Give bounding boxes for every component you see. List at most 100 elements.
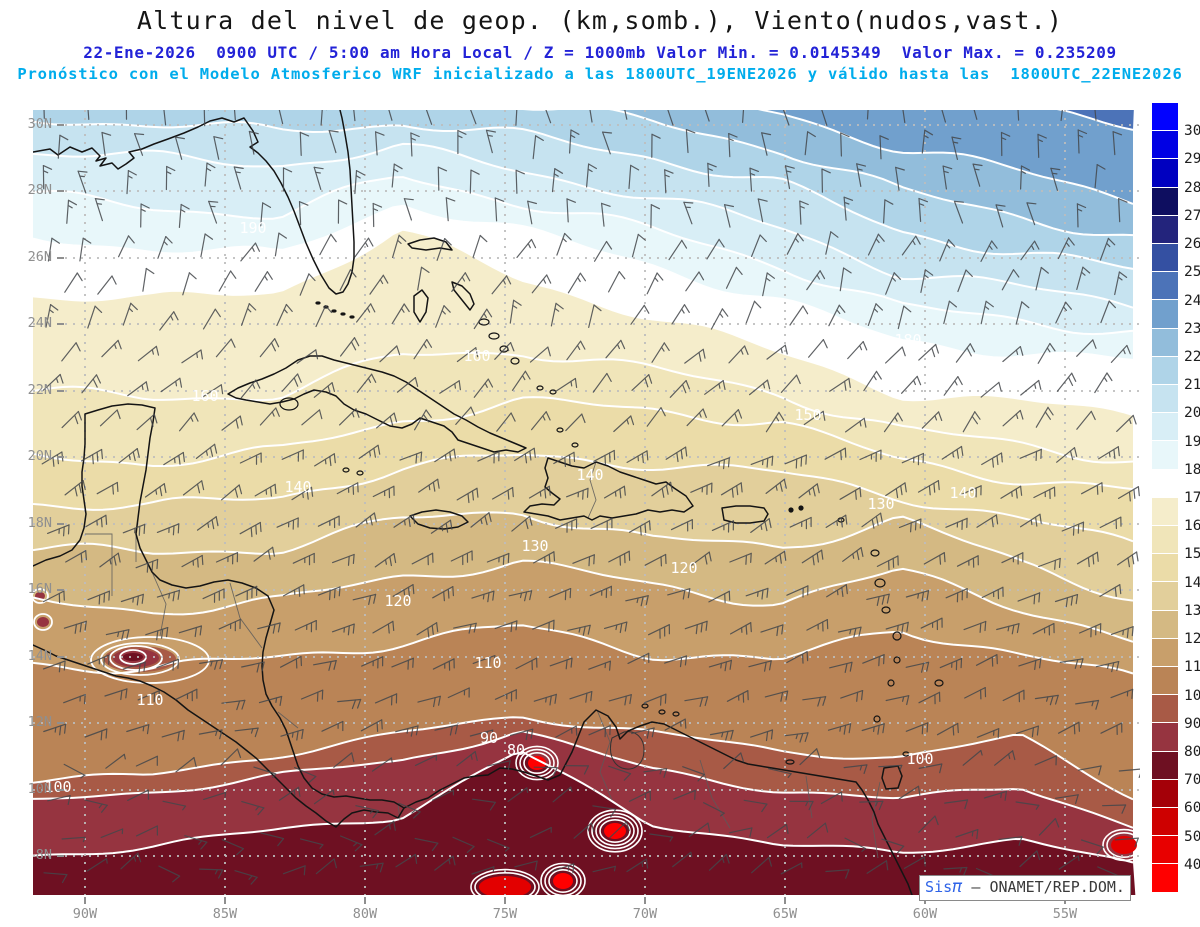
colorbar-tick-label: 210 [1184,377,1200,394]
colorbar-cell [1152,244,1178,273]
lat-tick-label: 30N [27,116,52,132]
colorbar-tick-label: 180 [1184,461,1200,478]
colorbar-tick-label: 80 [1184,743,1200,760]
contour-label: 110 [136,691,163,709]
colorbar-cell [1152,667,1178,696]
lon-tick-label: 65W [772,906,798,922]
colorbar-tick-label: 300 [1184,123,1200,140]
contour-label: 140 [949,484,976,502]
colorbar-tick-label: 190 [1184,433,1200,450]
colorbar-tick-label: 170 [1184,490,1200,506]
colorbar-tick-label: 250 [1184,264,1200,281]
axis-ticks [57,124,1066,904]
org-label: – ONAMET/REP.DOM. [962,878,1125,896]
colorbar-tick-label: 70 [1184,772,1200,789]
contour-label: 160 [463,347,490,365]
contour-label: 120 [670,559,697,577]
colorbar-tick-label: 230 [1184,320,1200,337]
colorbar-tick-label: 40 [1184,856,1200,873]
colorbar-cell [1152,441,1178,470]
colorbar-tick-label: 240 [1184,292,1200,309]
colorbar-cell [1152,779,1178,809]
lon-tick-label: 55W [1052,906,1078,922]
colorbar-cell [1152,751,1178,780]
colorbar-tick-label: 200 [1184,405,1200,422]
colorbar-tick-label: 130 [1184,602,1200,619]
colorbar-tick-label: 50 [1184,828,1200,845]
colorbar-cell [1152,385,1178,414]
contour-label: 180 [894,331,921,349]
lon-tick-label: 80W [352,906,378,922]
colorbar-cell [1152,328,1178,357]
colorbar-cell [1152,413,1178,442]
colorbar-tick-label: 260 [1184,236,1200,253]
contour-label: 160 [191,387,218,405]
chart-title: Altura del nivel de geop. (km,somb.), Vi… [136,6,1064,35]
colorbar-tick-label: 280 [1184,179,1200,196]
contour-label: 140 [284,478,311,496]
colorbar-cell [1152,131,1178,160]
contour-label: 90 [480,729,498,747]
sispi-branding: Sisπ – ONAMET/REP.DOM. [919,875,1131,901]
colorbar-cell [1152,638,1178,668]
contour-label: 140 [576,466,603,484]
colorbar-cell [1152,836,1178,865]
colorbar-tick-label: 110 [1184,659,1200,676]
sispi-logo: Sis [925,878,953,896]
colorbar-tick-label: 140 [1184,574,1200,591]
contour-label: 130 [521,537,548,555]
lat-tick-label: 12N [27,714,52,730]
colorbar-cell [1152,356,1178,386]
colorbar-cell [1152,808,1178,837]
chart-subtitle: 22-Ene-2026 0900 UTC / 5:00 am Hora Loca… [83,43,1117,62]
contour-label: 120 [384,592,411,610]
colorbar-cell [1152,582,1178,611]
lon-tick-label: 60W [912,906,938,922]
colorbar-tick-label: 160 [1184,518,1200,535]
colorbar-cell [1152,864,1178,893]
closed-low-features [33,588,210,684]
lat-tick-label: 24N [27,315,52,331]
contour-label: 150 [794,406,821,424]
coastlines [33,110,944,895]
contour-lines [33,110,1134,864]
colorbar-cell [1152,554,1178,583]
colorbar-cell [1152,469,1178,498]
contour-label: 100 [44,778,71,796]
lat-tick-label: 20N [27,448,52,464]
lat-tick-label: 28N [27,182,52,198]
colorbar-cell [1152,695,1178,724]
colorbar-cell [1152,159,1178,188]
colorbar-cell [1152,300,1178,329]
lat-tick-label: 14N [27,648,52,664]
map-layers: 190 170 180 160 160 150 140 140 140 130 130 120 120 1… [33,110,1140,895]
wind-barbs [41,110,1140,885]
contour-label: 100 [906,750,933,768]
colorbar-tick-label: 290 [1184,151,1200,168]
colorbar-cell [1152,723,1178,752]
colorbar-cell [1152,497,1178,527]
lat-tick-label: 16N [27,581,52,597]
colorbar [1152,103,1178,893]
colorbar-tick-label: 90 [1184,715,1200,732]
lon-tick-label: 90W [72,906,98,922]
colorbar-tick-label: 270 [1184,207,1200,224]
contour-label: 110 [474,654,501,672]
contour-fills [33,110,1136,895]
pi-symbol-icon: π [952,877,963,897]
lat-tick-label: 8N [35,847,52,863]
colorbar-tick-label: 150 [1184,546,1200,563]
lon-tick-label: 75W [492,906,518,922]
lon-tick-label: 85W [212,906,238,922]
forecast-validity-line: Pronóstico con el Modelo Atmosferico WRF… [17,65,1183,83]
colorbar-cell [1152,526,1178,555]
colorbar-cell [1152,103,1178,132]
contour-label: 80 [507,741,525,759]
lat-tick-label: 22N [27,382,52,398]
lat-tick-label: 10N [27,781,52,797]
contour-label: 190 [239,219,266,237]
colorbar-tick-label: 60 [1184,800,1200,817]
contour-labels: 190 170 180 160 160 150 140 140 140 130 130 120 120 1… [44,217,976,796]
